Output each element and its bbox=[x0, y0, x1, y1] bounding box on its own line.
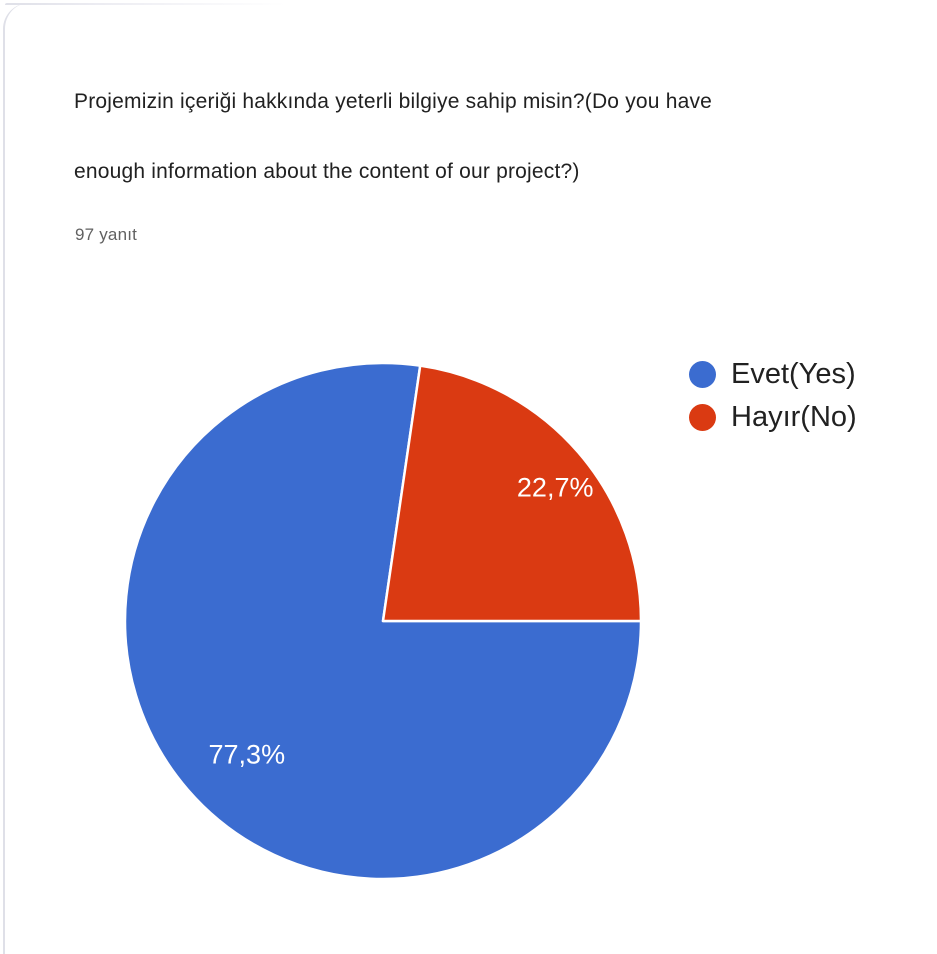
pie-chart: 77,3% 22,7% bbox=[123, 361, 643, 881]
legend-label: Hayır(No) bbox=[731, 401, 857, 433]
pie-slice-percentage-label: 77,3% bbox=[209, 739, 286, 769]
question-title-line2: enough information about the content of … bbox=[74, 160, 580, 183]
responses-count: 97 yanıt bbox=[75, 225, 138, 244]
legend-swatch-icon bbox=[689, 361, 716, 388]
legend-label: Evet(Yes) bbox=[731, 358, 856, 390]
question-title-line1: Projemizin içeriği hakkında yeterli bilg… bbox=[74, 90, 713, 113]
question-title: Projemizin içeriği hakkında yeterli bilg… bbox=[74, 67, 834, 207]
question-summary-card: Projemizin içeriği hakkında yeterli bilg… bbox=[3, 3, 937, 954]
legend-item: Hayır(No) bbox=[689, 396, 857, 439]
pie-slice-percentage-label: 22,7% bbox=[517, 473, 594, 503]
chart-legend: Evet(Yes) Hayır(No) bbox=[689, 353, 857, 439]
pie-slice-no bbox=[381, 364, 643, 623]
legend-item: Evet(Yes) bbox=[689, 353, 857, 396]
legend-swatch-icon bbox=[689, 404, 716, 431]
pie-slice-yes bbox=[123, 361, 643, 881]
